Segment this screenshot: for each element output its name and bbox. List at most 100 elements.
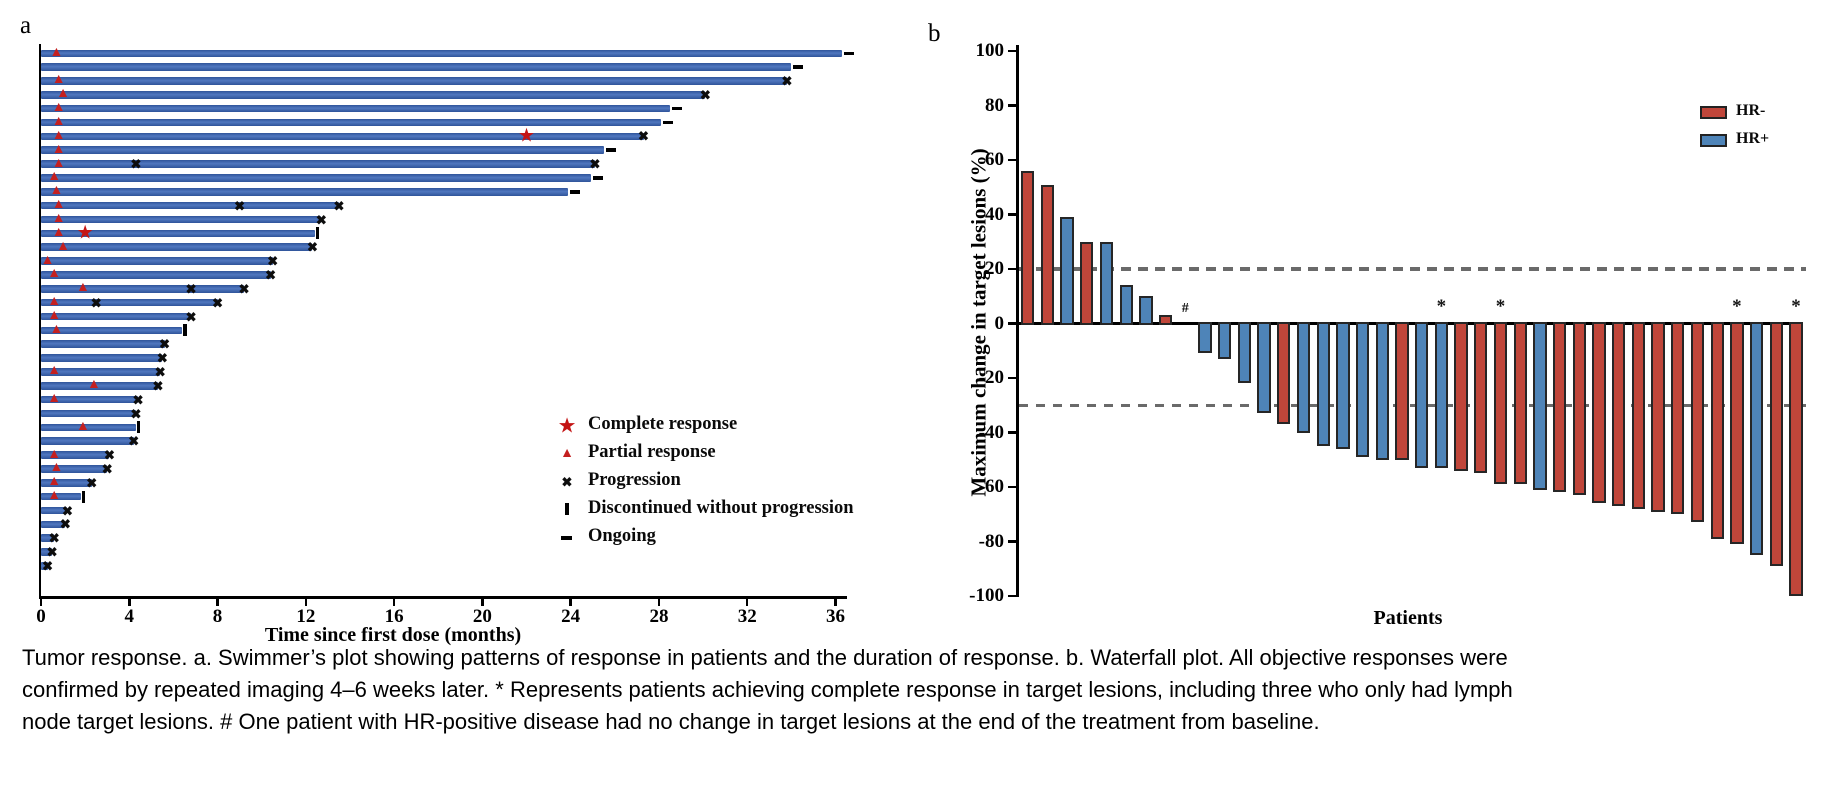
partial-response-marker: ▲	[51, 211, 66, 227]
progression-end-marker: ✖	[238, 281, 250, 297]
swimmer-x-tick-label: 32	[737, 606, 757, 627]
swimmer-x-tick	[39, 598, 43, 606]
swimmer-bar-row	[41, 298, 218, 307]
waterfall-y-tick	[1008, 49, 1016, 53]
swimmer-bar-row	[41, 506, 68, 515]
progression-end-marker: ✖	[103, 447, 115, 463]
swimmer-x-tick	[392, 598, 396, 606]
waterfall-y-tick	[1008, 431, 1016, 434]
progression-end-marker: ✖	[185, 309, 197, 325]
partial-response-marker: ▲	[49, 44, 64, 60]
waterfall-bar	[1198, 322, 1212, 354]
reference-dashed-line	[1019, 267, 1806, 271]
swimmer-plot-area: 0 4 8 12 16 20 24 28 32 36 ▲ ▲ ✖ ▲ ✖ ▲ ▲ ▲ ★ ✖ ▲ ▲ ✖ ✖ ▲ ▲ ▲ ✖ ✖ ▲ ✖ ▲ ★…	[0, 0, 900, 650]
progression-end-marker: ✖	[589, 156, 601, 172]
progression-marker: ✖	[185, 281, 197, 297]
swimmer-bar-row	[41, 77, 787, 85]
swimmer-bar-row	[41, 146, 604, 154]
ongoing-marker	[671, 106, 682, 111]
waterfall-bar	[1355, 322, 1370, 458]
legend-item-label: Ongoing	[588, 525, 656, 546]
waterfall-y-tick	[1008, 213, 1016, 216]
progression-end-marker: ✖	[48, 530, 60, 546]
progression-end-marker: ✖	[156, 350, 168, 366]
swimmer-x-tick	[216, 598, 219, 606]
partial-response-marker: ▲	[47, 308, 62, 324]
waterfall-bar	[1789, 322, 1803, 596]
swimmer-x-tick-label: 24	[561, 606, 581, 627]
legend-item-label: Progression	[588, 469, 681, 490]
partial-response-marker: ▲	[51, 127, 66, 143]
partial-response-marker: ▲	[56, 86, 70, 102]
partial-response-marker: ▲	[47, 363, 62, 379]
swimmer-bar-row	[41, 534, 55, 542]
waterfall-bar	[1395, 322, 1409, 460]
progression-end-marker: ✖	[267, 253, 279, 269]
partial-response-marker: ▲	[87, 377, 101, 393]
swimmer-x-tick	[745, 598, 749, 606]
legend-item-label: Partial response	[588, 441, 716, 462]
swimmer-bar-row	[41, 215, 322, 224]
waterfall-bar-annotation: *	[1791, 296, 1801, 317]
waterfall-bar	[1690, 322, 1705, 523]
swimmer-bar-row	[41, 132, 644, 141]
swimmer-bar-row	[41, 312, 192, 321]
swimmer-bar-row	[41, 465, 108, 473]
progression-end-marker: ✖	[265, 267, 276, 283]
swimmer-y-axis	[38, 44, 41, 598]
partial-response-marker: ▲	[47, 474, 62, 490]
waterfall-bar	[1454, 322, 1468, 471]
caption-line: Tumor response. a. Swimmer’s plot showin…	[22, 645, 1508, 670]
waterfall-y-tick-label: -40	[978, 421, 1004, 443]
swimmer-bar-row	[41, 118, 662, 127]
ongoing-marker	[844, 51, 855, 55]
waterfall-y-tick	[1008, 267, 1016, 271]
waterfall-legend-swatch	[1700, 134, 1727, 147]
partial-response-marker: ▲	[47, 446, 62, 462]
discontinued-marker	[81, 490, 86, 503]
ongoing-marker	[592, 176, 603, 180]
partial-response-marker: ▲	[49, 321, 64, 337]
complete-response-marker: ★	[76, 222, 94, 244]
swimmer-bar-row	[41, 49, 843, 57]
waterfall-y-tick-label: -60	[978, 476, 1004, 497]
ongoing-marker	[793, 65, 804, 69]
waterfall-bar	[1158, 315, 1173, 325]
swimmer-bar-row	[41, 229, 315, 238]
partial-response-marker: ▲	[75, 418, 90, 434]
waterfall-bar	[1119, 285, 1133, 325]
waterfall-y-tick-label: -80	[978, 530, 1004, 552]
waterfall-bar	[1021, 170, 1035, 325]
partial-response-marker: ▲	[40, 252, 55, 268]
progression-end-marker: ✖	[159, 336, 171, 352]
progression-end-marker: ✖	[781, 73, 793, 89]
complete-response-marker: ★	[518, 125, 536, 147]
waterfall-bar-annotation: *	[1436, 296, 1447, 317]
partial-response-marker: ▲	[75, 280, 90, 296]
swimmer-x-tick	[569, 598, 572, 606]
swimmer-bar-row	[41, 257, 273, 265]
waterfall-bar	[1277, 322, 1291, 425]
waterfall-legend: HR- HR+	[900, 0, 1835, 650]
legend-progression-icon: ✖	[561, 474, 573, 489]
progression-end-marker: ✖	[46, 544, 58, 560]
swimmer-bar-row	[41, 423, 136, 432]
progression-end-marker: ✖	[130, 406, 142, 422]
waterfall-bar	[1296, 322, 1311, 433]
progression-end-marker: ✖	[307, 239, 318, 255]
swimmer-bar-row	[41, 243, 313, 251]
waterfall-bar	[1671, 322, 1685, 515]
swimmer-bar-row	[41, 63, 792, 71]
progression-end-marker: ✖	[62, 503, 73, 519]
waterfall-bar	[1769, 322, 1783, 567]
swimmer-x-tick-label: 28	[649, 606, 669, 627]
swimmer-x-tick-label: 36	[826, 606, 846, 627]
swimmer-x-tick-label: 8	[212, 606, 223, 627]
waterfall-y-tick-label: 0	[994, 312, 1005, 334]
swimmer-bar-row	[41, 188, 569, 196]
waterfall-bar	[1552, 322, 1567, 493]
partial-response-marker: ▲	[47, 266, 62, 282]
waterfall-y-tick-label: 40	[985, 203, 1004, 225]
progression-end-marker: ✖	[699, 87, 711, 103]
